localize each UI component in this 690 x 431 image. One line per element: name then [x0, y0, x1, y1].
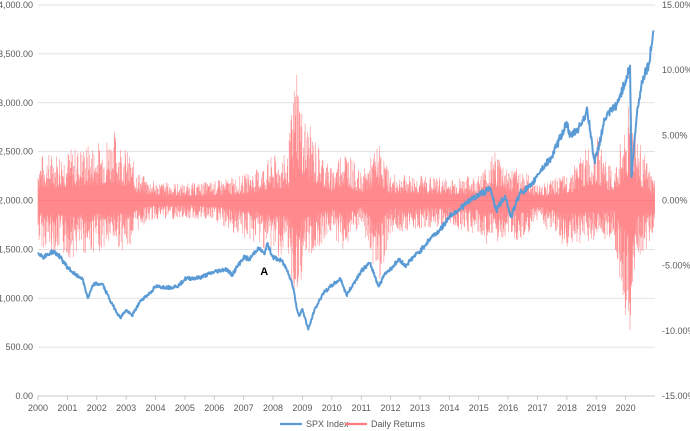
x-tick-label: 2006: [204, 403, 224, 413]
x-tick-label: 2001: [57, 403, 77, 413]
daily-returns-series: [37, 74, 655, 330]
left-tick-label: 2,500.00: [0, 147, 33, 157]
right-tick-label: 15.00%: [662, 0, 690, 10]
annotations: A: [260, 266, 268, 278]
left-tick-label: 3,500.00: [0, 49, 33, 59]
right-axis-ticks: -15.00% -10.00% -5.00% 0.00% 5.00% 10.00% 15.0…: [662, 0, 690, 401]
left-tick-label: 3,000.00: [0, 98, 33, 108]
legend: SPX Index Daily Returns: [280, 419, 426, 429]
x-tick-label: 2014: [439, 403, 459, 413]
right-tick-label: -15.00%: [662, 391, 690, 401]
x-tick-label: 2015: [469, 403, 489, 413]
left-tick-label: 1,500.00: [0, 244, 33, 254]
x-tick-label: 2009: [292, 403, 312, 413]
left-tick-label: 0.00: [15, 391, 33, 401]
x-tick-label: 2003: [116, 403, 136, 413]
right-tick-label: 0.00%: [662, 196, 688, 206]
x-tick-label: 2000: [28, 403, 48, 413]
spx-index-line: [37, 30, 655, 331]
x-tick-label: 2013: [410, 403, 430, 413]
x-tick-label: 2011: [352, 403, 371, 413]
x-tick-label: 2012: [381, 403, 401, 413]
left-tick-label: 500.00: [5, 342, 33, 352]
right-tick-label: 5.00%: [662, 130, 688, 140]
left-tick-label: 1,000.00: [0, 293, 33, 303]
x-tick-label: 2018: [557, 403, 577, 413]
annotation-label: A: [260, 266, 268, 278]
left-axis-ticks: 0.00 500.00 1,000.00 1,500.00 2,000.00 2,500.…: [0, 0, 33, 401]
x-tick-label: 2002: [87, 403, 107, 413]
spx-index-series: [37, 30, 655, 331]
x-tick-label: 2010: [322, 403, 342, 413]
right-tick-label: -10.00%: [662, 326, 690, 336]
right-tick-label: -5.00%: [662, 261, 690, 271]
legend-label: SPX Index: [306, 419, 349, 429]
x-tick-label: 2004: [146, 403, 166, 413]
x-tick-label: 2020: [616, 403, 636, 413]
x-tick-label: 2016: [498, 403, 518, 413]
x-tick-label: 2008: [263, 403, 283, 413]
x-tick-label: 2019: [586, 403, 606, 413]
x-tick-label: 2017: [527, 403, 547, 413]
x-tick-label: 2007: [234, 403, 254, 413]
x-axis-ticks: 2000 2001 2002 2003 2004 2005 2006 2007 2008 2009…: [28, 395, 655, 413]
right-tick-label: 10.00%: [662, 65, 690, 75]
legend-label: Daily Returns: [371, 419, 426, 429]
daily-returns-spikes: [37, 74, 655, 330]
left-tick-label: 2,000.00: [0, 196, 33, 206]
left-tick-label: 4,000.00: [0, 0, 33, 10]
x-tick-label: 2005: [175, 403, 195, 413]
